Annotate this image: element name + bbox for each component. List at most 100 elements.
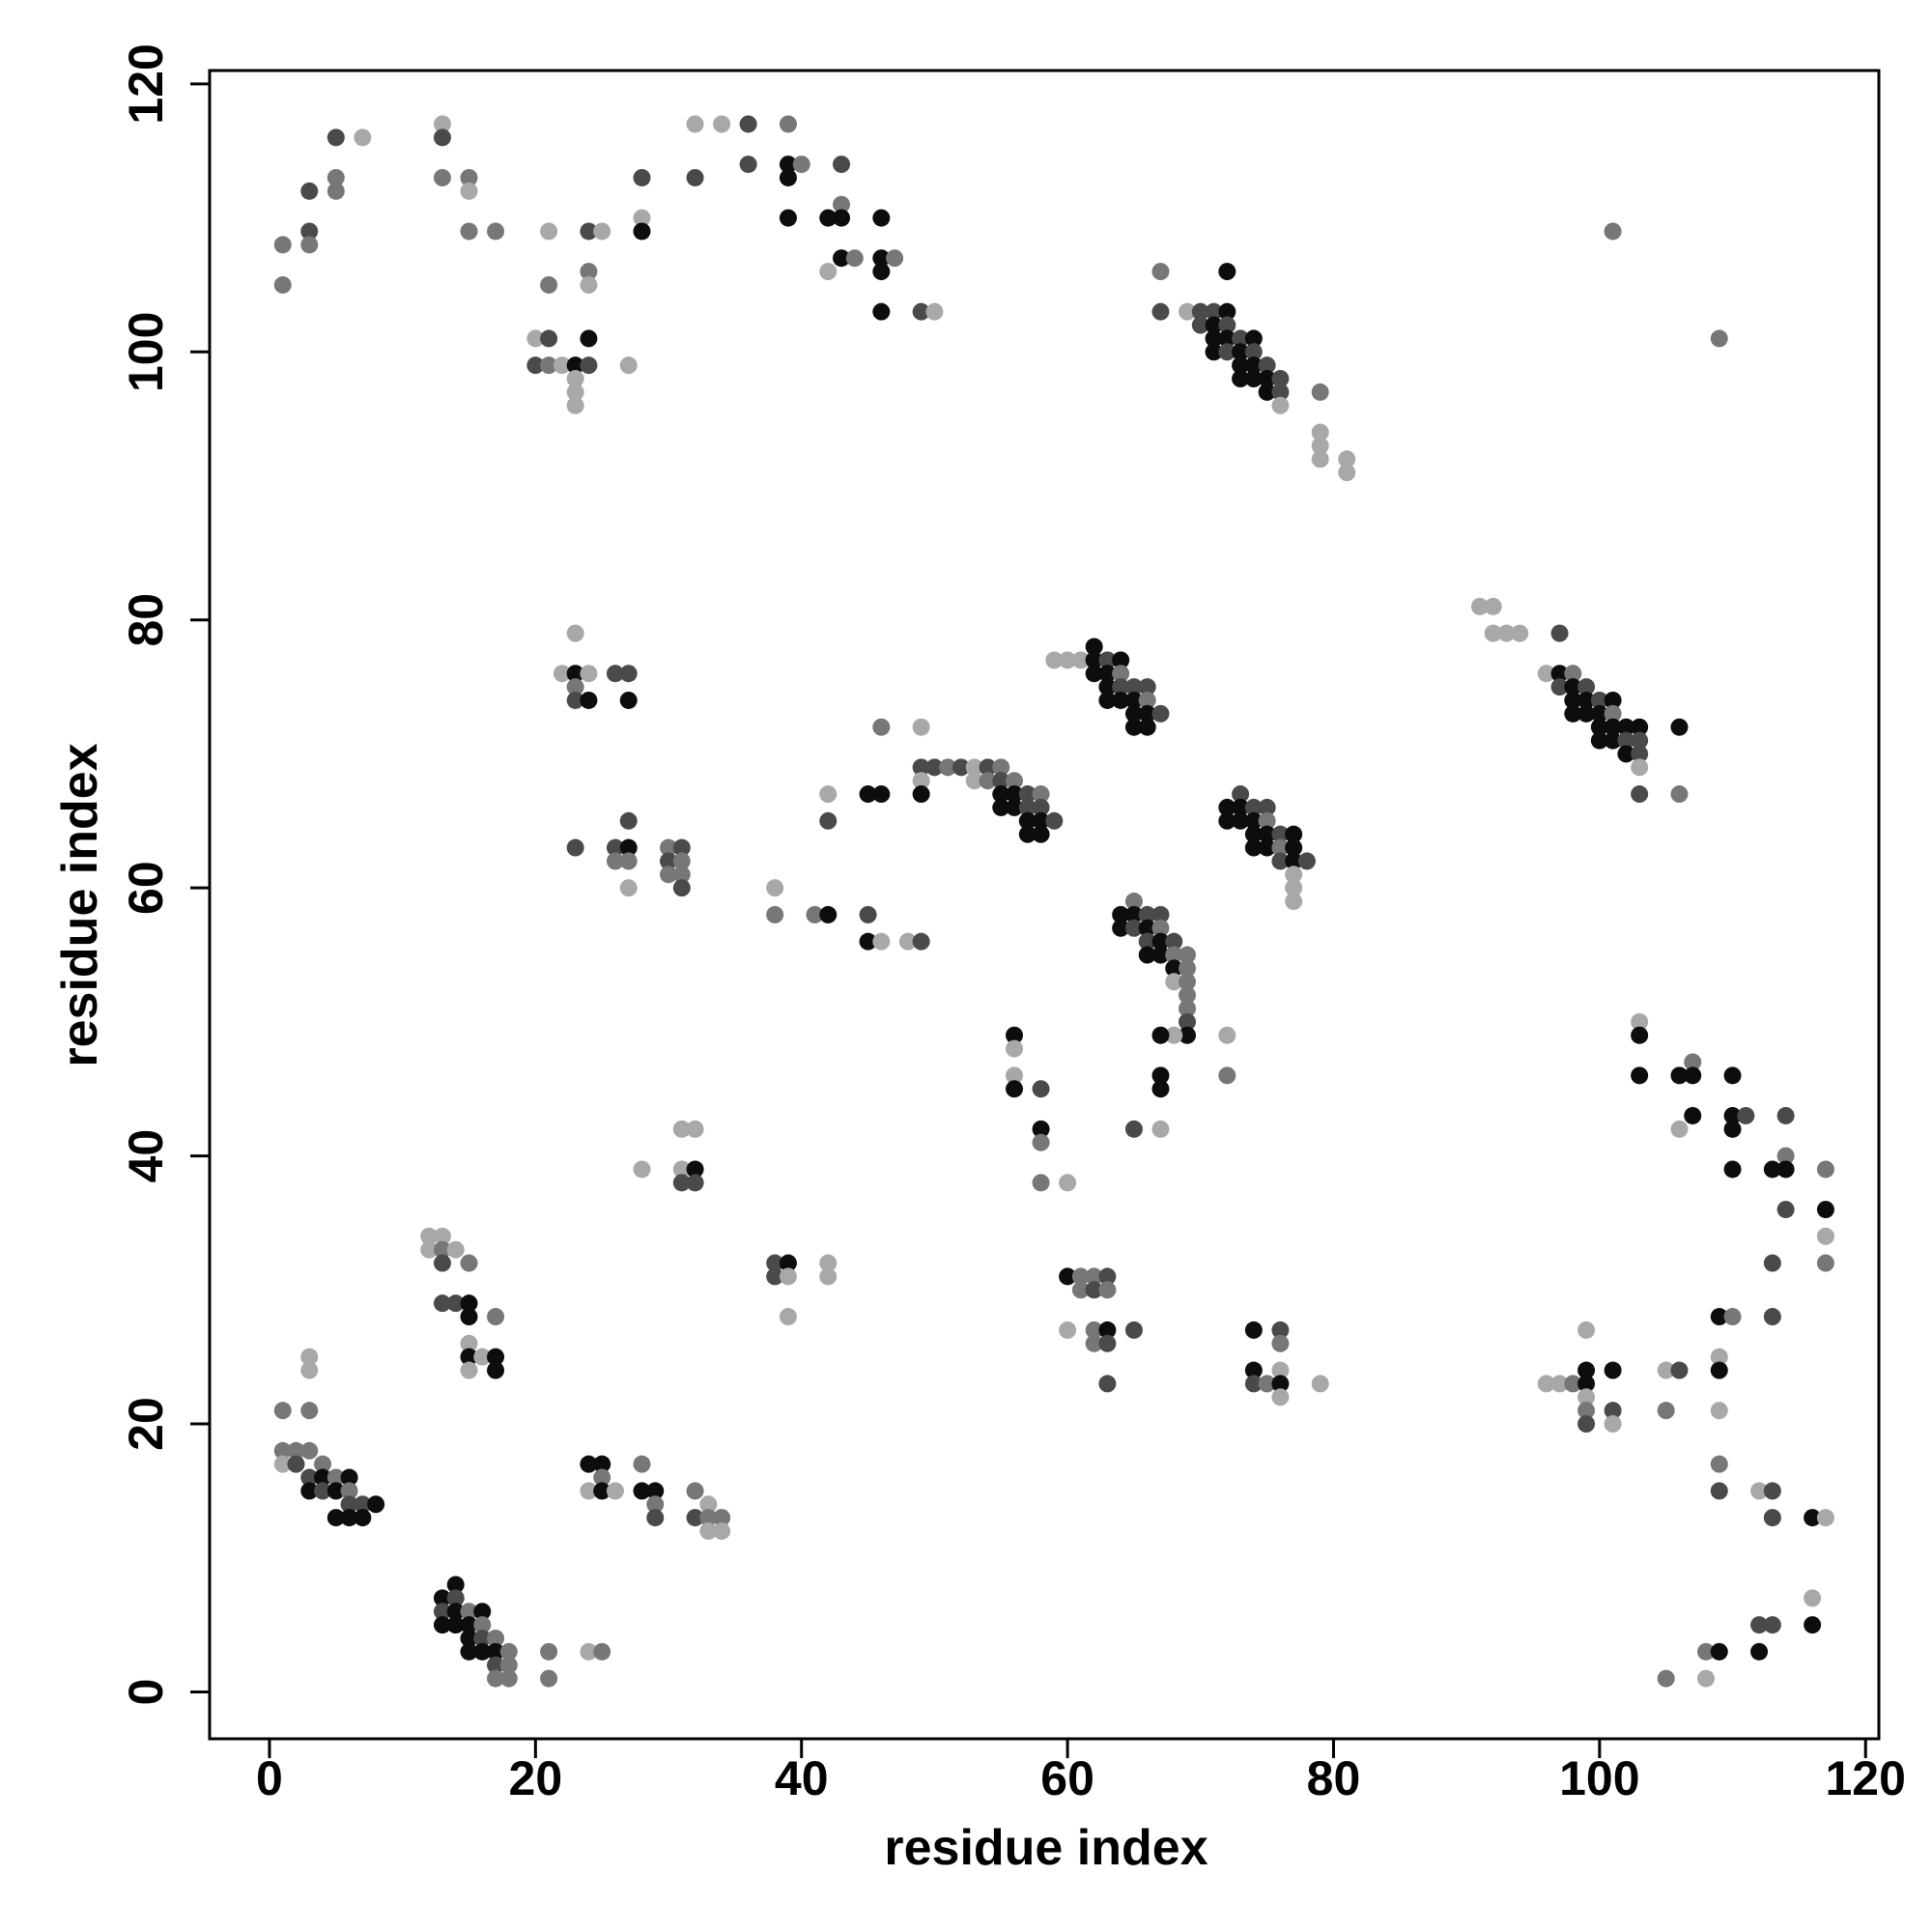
data-point (1285, 852, 1303, 870)
data-point (779, 1267, 797, 1286)
data-point (1151, 263, 1170, 281)
data-point (1098, 691, 1117, 709)
data-point (446, 1294, 465, 1313)
data-point (1617, 745, 1635, 763)
data-point (1032, 1133, 1050, 1151)
data-point (1244, 838, 1263, 857)
data-point (487, 1642, 505, 1661)
data-point (433, 128, 451, 147)
data-point (686, 1160, 704, 1179)
data-point (487, 1308, 505, 1326)
data-point (1151, 1066, 1170, 1085)
data-point (540, 329, 558, 348)
data-point (593, 1642, 611, 1661)
data-point (499, 1656, 518, 1674)
data-point (1271, 1321, 1290, 1339)
data-point (1657, 1402, 1675, 1420)
data-point (433, 115, 451, 133)
data-point (1723, 1106, 1742, 1124)
y-tick-label: 40 (119, 1129, 173, 1183)
data-point (499, 1669, 518, 1688)
data-point (580, 1455, 598, 1473)
data-point (1018, 811, 1037, 830)
data-point (872, 785, 891, 804)
data-point (672, 852, 691, 870)
data-point (1617, 718, 1635, 736)
data-point (1285, 866, 1303, 884)
data-point (833, 249, 851, 268)
y-tick-label: 100 (119, 312, 173, 392)
data-point (1218, 798, 1236, 816)
data-point (833, 209, 851, 227)
data-point (1723, 1308, 1742, 1326)
data-point (1218, 316, 1236, 334)
data-point (965, 758, 983, 777)
data-point (1710, 1482, 1728, 1500)
data-point (992, 772, 1010, 790)
data-point (1776, 1160, 1795, 1179)
data-point (1258, 370, 1276, 388)
data-point (1590, 718, 1608, 736)
data-point (1631, 745, 1649, 763)
data-point (473, 1603, 492, 1621)
data-point (1763, 1616, 1781, 1634)
data-point (699, 1509, 718, 1527)
data-point (1179, 946, 1197, 964)
data-point (1311, 437, 1329, 455)
data-point (1098, 651, 1117, 669)
data-point (1776, 1147, 1795, 1165)
data-point (1244, 356, 1263, 375)
data-point (580, 1482, 598, 1500)
data-point (1071, 1281, 1090, 1299)
data-point (912, 718, 930, 736)
data-point (1244, 370, 1263, 388)
data-point (1285, 893, 1303, 911)
data-point (1338, 464, 1356, 482)
data-point (1124, 893, 1143, 911)
data-point (1604, 1402, 1622, 1420)
data-point (1244, 343, 1263, 361)
data-point (912, 932, 930, 951)
data-point (433, 1294, 451, 1313)
data-point (446, 1603, 465, 1621)
data-point (580, 329, 598, 348)
data-point (1232, 329, 1250, 348)
data-point (1577, 1375, 1596, 1393)
data-point (686, 1482, 704, 1500)
data-point (1232, 343, 1250, 361)
data-point (1151, 704, 1170, 723)
data-point (580, 691, 598, 709)
data-point (487, 1361, 505, 1379)
data-point (672, 1174, 691, 1192)
data-point (1244, 329, 1263, 348)
data-point (473, 1642, 492, 1661)
data-point (1550, 665, 1569, 683)
data-point (1165, 946, 1183, 964)
data-point (1179, 959, 1197, 978)
data-point (1577, 1415, 1596, 1434)
data-point (300, 236, 319, 254)
data-point (433, 1240, 451, 1259)
data-point (819, 785, 838, 804)
data-point (1138, 905, 1156, 923)
data-point (460, 1603, 478, 1621)
data-point (1045, 811, 1064, 830)
data-point (566, 678, 584, 696)
data-point (420, 1227, 439, 1245)
data-point (327, 128, 345, 147)
data-point (912, 302, 930, 321)
data-point (1763, 1254, 1781, 1272)
data-point (1138, 678, 1156, 696)
data-point (460, 1294, 478, 1313)
data-point (1006, 798, 1024, 816)
data-point (433, 1616, 451, 1634)
data-point (713, 1521, 731, 1540)
data-point (327, 182, 345, 200)
data-point (1710, 1455, 1728, 1473)
data-point (1124, 919, 1143, 937)
data-point (1112, 665, 1130, 683)
data-point (686, 168, 704, 186)
x-axis: 0 20 40 60 80 100 120 (256, 1737, 1906, 1805)
data-point (872, 718, 891, 736)
